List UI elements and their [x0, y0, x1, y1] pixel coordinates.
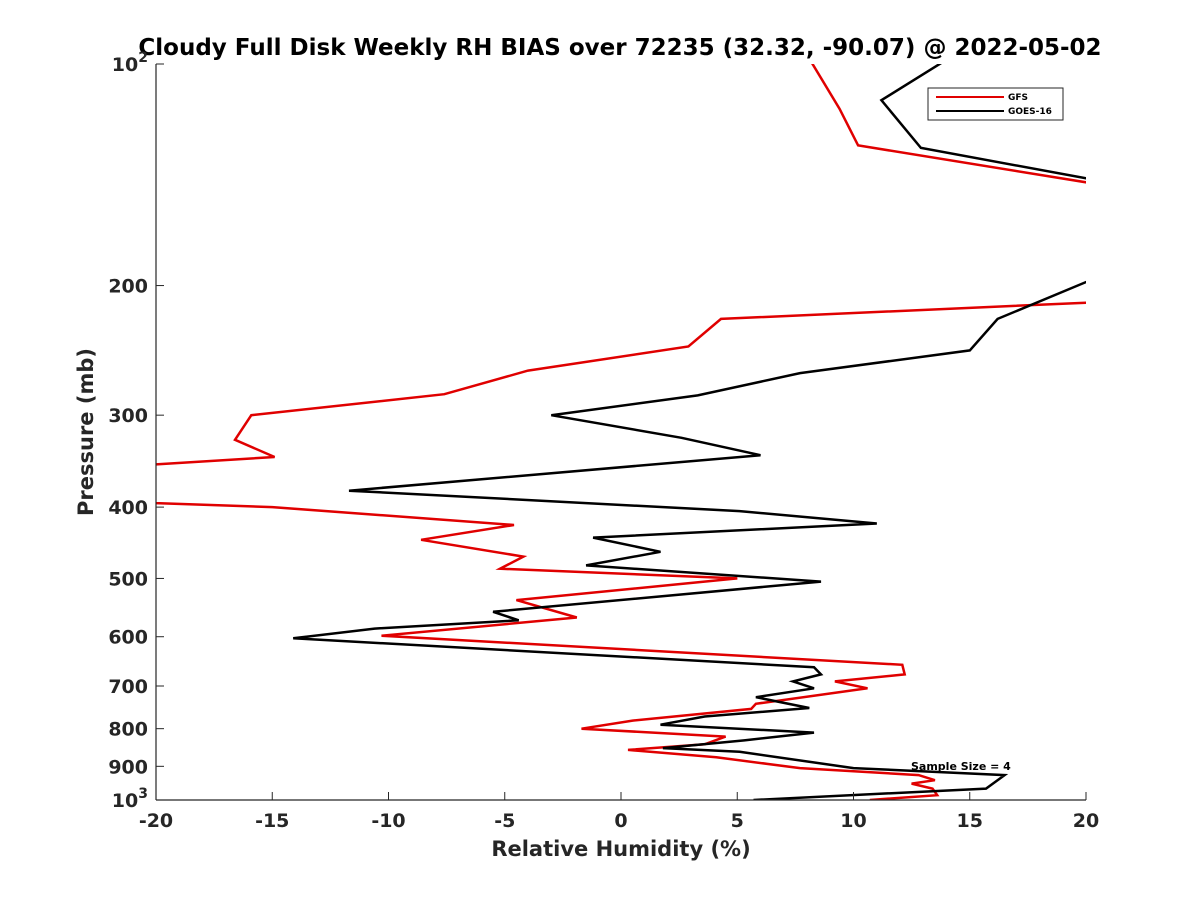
series-layer: [156, 64, 1086, 800]
y-tick-label-800: 800: [108, 719, 148, 741]
y-tick-label-100: 102: [112, 50, 148, 76]
y-tick-label-200: 200: [108, 276, 148, 298]
sample-size-annotation: Sample Size = 4: [911, 760, 1011, 773]
x-tick-label-5: -5: [494, 810, 515, 832]
legend: GFS GOES-16: [927, 87, 1064, 121]
x-tick-label-15: 15: [957, 810, 983, 832]
y-tick-label-600: 600: [108, 627, 148, 649]
legend-label-goes16: GOES-16: [1008, 107, 1052, 117]
x-tick-label-10: 10: [840, 810, 866, 832]
y-tick-label-300: 300: [108, 405, 148, 427]
y-axis-ticks: 102 200 300 400 500 600 700 800 900 103: [108, 50, 164, 812]
chart-title: Cloudy Full Disk Weekly RH BIAS over 722…: [138, 35, 1101, 61]
x-tick-label-15: -15: [255, 810, 289, 832]
legend-box: [927, 87, 1064, 121]
x-tick-label-20: -20: [139, 810, 173, 832]
x-tick-label-5: 5: [731, 810, 744, 832]
series-line-goes-16: [293, 64, 1086, 800]
x-tick-label-10: -10: [371, 810, 405, 832]
x-axis-ticks: -20 -15 -10 -5 0 5 10 15 20: [139, 792, 1099, 832]
x-tick-label-20: 20: [1073, 810, 1099, 832]
series-line-gfs: [156, 64, 1086, 800]
y-tick-label-500: 500: [108, 568, 148, 590]
y-axis-label: Pressure (mb): [74, 348, 98, 516]
y-tick-label-1000: 103: [112, 786, 148, 812]
y-tick-label-400: 400: [108, 497, 148, 519]
x-axis-label: Relative Humidity (%): [491, 837, 750, 861]
y-tick-label-900: 900: [108, 756, 148, 778]
y-tick-label-700: 700: [108, 676, 148, 698]
x-tick-label-0: 0: [614, 810, 627, 832]
plot-area: [156, 64, 1086, 800]
legend-label-gfs: GFS: [1008, 93, 1028, 103]
